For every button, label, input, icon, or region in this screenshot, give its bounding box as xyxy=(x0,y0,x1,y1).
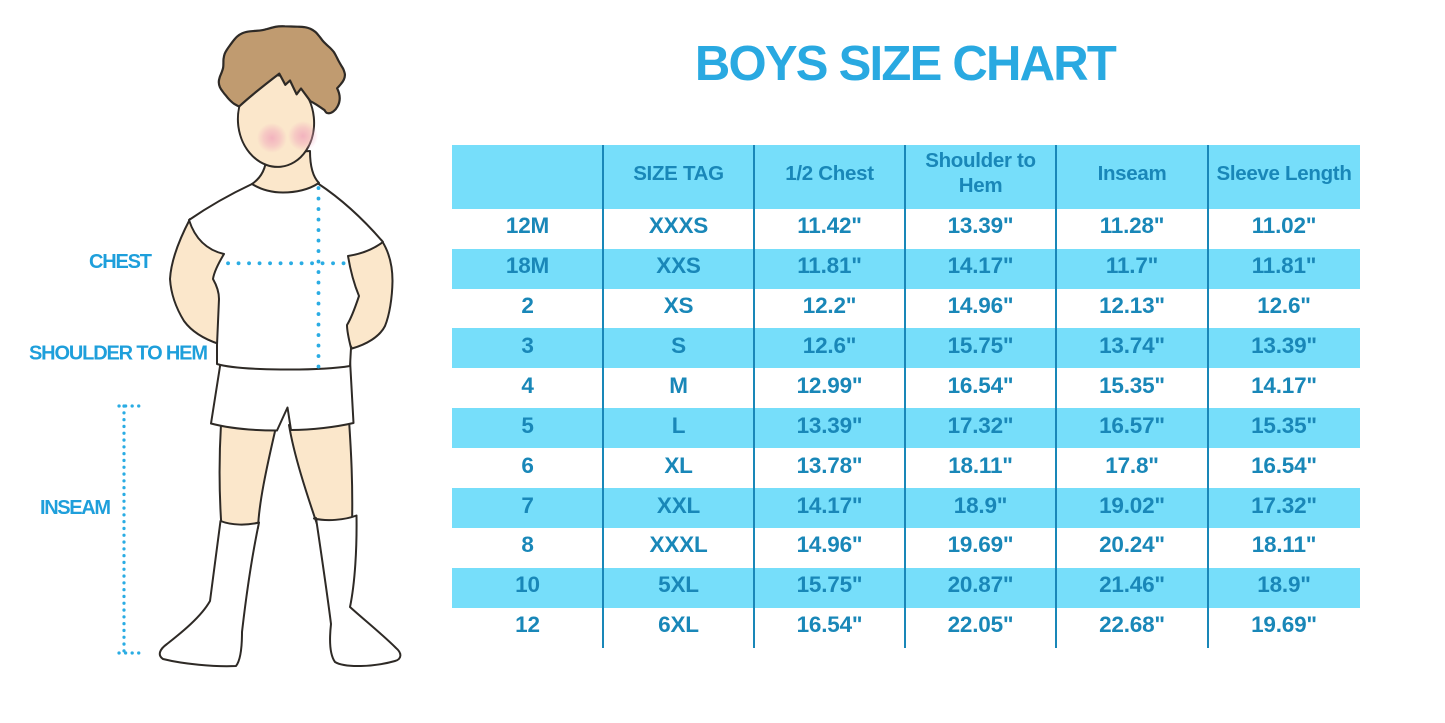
svg-text:INSEAM: INSEAM xyxy=(40,497,111,519)
svg-text:SHOULDER TO HEM: SHOULDER TO HEM xyxy=(29,343,208,365)
svg-text:CHEST: CHEST xyxy=(89,251,152,273)
